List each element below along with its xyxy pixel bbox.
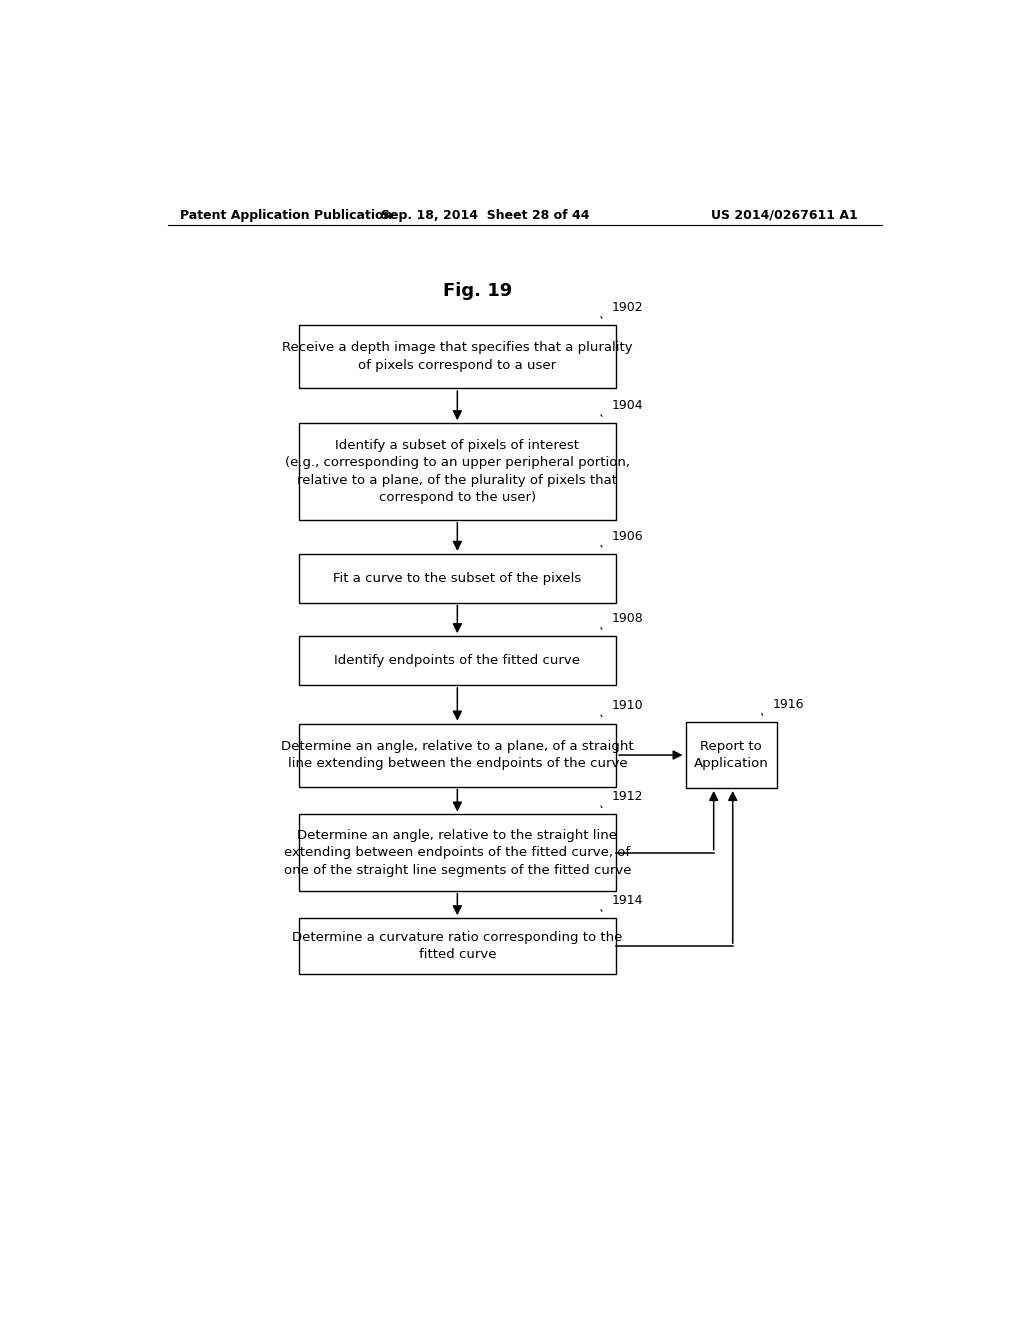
Text: Sep. 18, 2014  Sheet 28 of 44: Sep. 18, 2014 Sheet 28 of 44 <box>381 209 590 222</box>
Text: Report to
Application: Report to Application <box>694 739 768 771</box>
Text: 1908: 1908 <box>612 612 644 624</box>
Bar <box>299 424 616 520</box>
Text: Identify endpoints of the fitted curve: Identify endpoints of the fitted curve <box>335 653 581 667</box>
Text: Fig. 19: Fig. 19 <box>442 281 512 300</box>
Bar <box>299 636 616 685</box>
Text: 1906: 1906 <box>612 529 644 543</box>
Bar <box>299 919 616 974</box>
Text: 1912: 1912 <box>612 791 644 804</box>
Text: Identify a subset of pixels of interest
(e.g., corresponding to an upper periphe: Identify a subset of pixels of interest … <box>285 438 630 504</box>
Text: 1902: 1902 <box>612 301 644 314</box>
Bar <box>299 723 616 787</box>
Text: Receive a depth image that specifies that a plurality
of pixels correspond to a : Receive a depth image that specifies tha… <box>282 342 633 372</box>
Bar <box>299 814 616 891</box>
Bar <box>299 554 616 602</box>
Text: Determine an angle, relative to a plane, of a straight
line extending between th: Determine an angle, relative to a plane,… <box>281 739 634 771</box>
Bar <box>299 325 616 388</box>
Text: US 2014/0267611 A1: US 2014/0267611 A1 <box>712 209 858 222</box>
Text: 1910: 1910 <box>612 700 644 713</box>
Bar <box>685 722 777 788</box>
Text: 1916: 1916 <box>773 698 804 710</box>
Text: Determine a curvature ratio corresponding to the
fitted curve: Determine a curvature ratio correspondin… <box>292 931 623 961</box>
Text: 1914: 1914 <box>612 894 644 907</box>
Text: Fit a curve to the subset of the pixels: Fit a curve to the subset of the pixels <box>333 572 582 585</box>
Text: Determine an angle, relative to the straight line
extending between endpoints of: Determine an angle, relative to the stra… <box>284 829 631 876</box>
Text: 1904: 1904 <box>612 399 644 412</box>
Text: Patent Application Publication: Patent Application Publication <box>179 209 392 222</box>
